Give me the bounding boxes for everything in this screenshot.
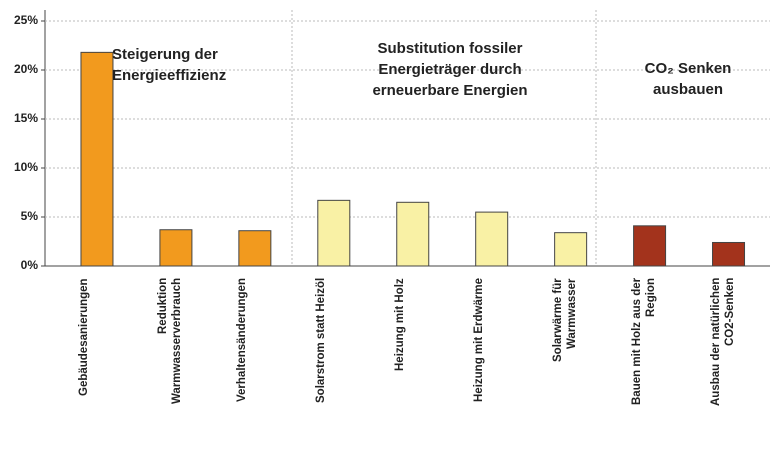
y-tick-label: 25% [14,13,38,27]
annotation: Substitution fossiler Energieträger durc… [372,40,528,99]
x-tick-label: Verhaltensänderungen [235,278,248,402]
x-tick-label: Gebäudesanierungen [77,278,90,396]
x-tick-label: Ausbau der natürlichen CO2-Senken [709,278,736,407]
bar [712,241,746,267]
annotation: Steigerung der Energieeffizienz [112,46,227,84]
bar [475,211,509,267]
bar [317,199,351,267]
bar [159,229,193,267]
annotation: CO₂ Senken ausbauen [644,60,732,98]
x-tick-label: Solarwärme für Warmwasser [551,278,578,362]
bar [633,225,667,267]
bar [396,201,430,267]
x-tick-label: Reduktion Warmwasserverbrauch [156,278,183,405]
y-tick-label: 5% [21,209,39,223]
bar [238,230,272,267]
y-tick-label: 10% [14,160,38,174]
x-tick-label: Heizung mit Erdwärme [472,278,485,402]
x-tick-label: Bauen mit Holz aus der Region [630,278,657,406]
y-tick-label: 15% [14,111,38,125]
x-tick-label: Solarstrom statt Heizöl [314,278,327,404]
bar [554,232,588,267]
bar [80,51,114,267]
y-tick-label: 0% [21,258,39,272]
y-tick-label: 20% [14,62,38,76]
x-tick-label: Heizung mit Holz [393,278,406,371]
